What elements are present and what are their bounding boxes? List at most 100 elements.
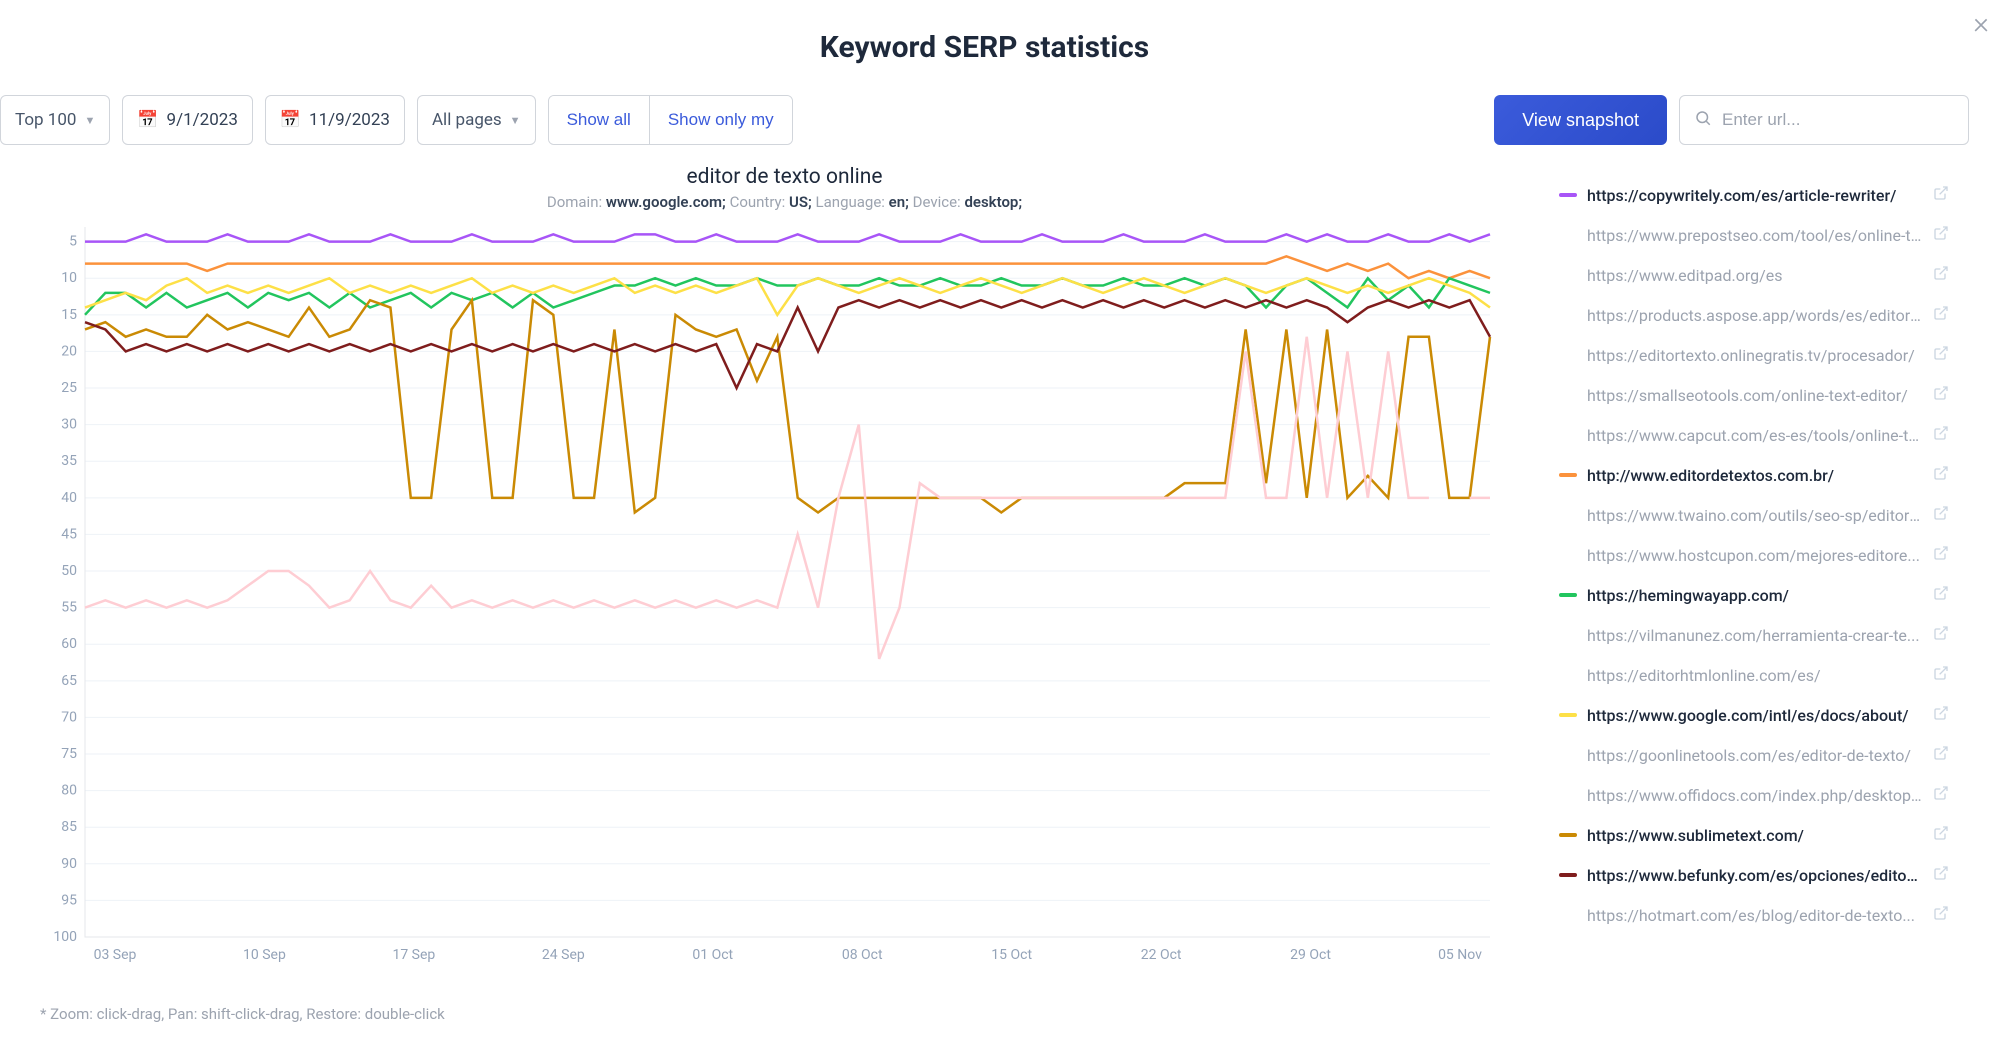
show-all-button[interactable]: Show all <box>549 96 649 144</box>
external-link-icon[interactable] <box>1933 705 1949 725</box>
search-input[interactable] <box>1722 110 1954 130</box>
legend-item[interactable]: https://www.prepostseo.com/tool/es/onlin… <box>1559 215 1949 255</box>
legend-item[interactable]: https://vilmanunez.com/herramienta-crear… <box>1559 615 1949 655</box>
chart-meta: Domain: www.google.com; Country: US; Lan… <box>30 193 1539 211</box>
legend-item[interactable]: https://editorhtmlonline.com/es/ <box>1559 655 1949 695</box>
legend-item[interactable]: https://goonlinetools.com/es/editor-de-t… <box>1559 735 1949 775</box>
svg-text:20: 20 <box>61 343 77 359</box>
search-box[interactable] <box>1679 95 1969 145</box>
serp-chart[interactable]: 5101520253035404550556065707580859095100… <box>30 217 1500 997</box>
top-select[interactable]: Top 100 ▼ <box>0 95 110 145</box>
legend-item[interactable]: https://www.capcut.com/es-es/tools/onlin… <box>1559 415 1949 455</box>
chart-keyword: editor de texto online <box>30 165 1539 189</box>
chevron-down-icon: ▼ <box>510 114 521 127</box>
external-link-icon[interactable] <box>1933 425 1949 445</box>
pages-select[interactable]: All pages ▼ <box>417 95 536 145</box>
legend-item[interactable]: http://www.editordetextos.com.br/ <box>1559 455 1949 495</box>
legend-url: https://products.aspose.app/words/es/edi… <box>1587 306 1923 325</box>
external-link-icon[interactable] <box>1933 865 1949 885</box>
svg-text:05 Nov: 05 Nov <box>1438 947 1482 963</box>
calendar-icon: 📅 <box>137 110 158 130</box>
legend-url: https://www.capcut.com/es-es/tools/onlin… <box>1587 426 1923 445</box>
series-copywritely[interactable] <box>85 234 1490 241</box>
external-link-icon[interactable] <box>1933 185 1949 205</box>
legend-item[interactable]: https://www.hostcupon.com/mejores-editor… <box>1559 535 1949 575</box>
legend-item[interactable]: https://hotmart.com/es/blog/editor-de-te… <box>1559 895 1949 925</box>
series-hemingway[interactable] <box>85 278 1490 315</box>
legend-item[interactable]: https://www.editpad.org/es <box>1559 255 1949 295</box>
show-my-button[interactable]: Show only my <box>649 96 792 144</box>
legend-item[interactable]: https://www.offidocs.com/index.php/deskt… <box>1559 775 1949 815</box>
svg-text:15 Oct: 15 Oct <box>991 947 1032 963</box>
legend-item[interactable]: https://www.befunky.com/es/opciones/edit… <box>1559 855 1949 895</box>
external-link-icon[interactable] <box>1933 665 1949 685</box>
legend-item[interactable]: https://www.sublimetext.com/ <box>1559 815 1949 855</box>
external-link-icon[interactable] <box>1933 505 1949 525</box>
svg-text:08 Oct: 08 Oct <box>842 947 883 963</box>
legend-item[interactable]: https://products.aspose.app/words/es/edi… <box>1559 295 1949 335</box>
legend-item[interactable]: https://editortexto.onlinegratis.tv/proc… <box>1559 335 1949 375</box>
legend-url: https://www.google.com/intl/es/docs/abou… <box>1587 706 1923 725</box>
legend-url: https://www.offidocs.com/index.php/deskt… <box>1587 786 1923 805</box>
legend-url: https://www.hostcupon.com/mejores-editor… <box>1587 546 1923 565</box>
external-link-icon[interactable] <box>1933 265 1949 285</box>
svg-text:5: 5 <box>69 234 77 250</box>
legend-item[interactable]: https://smallseotools.com/online-text-ed… <box>1559 375 1949 415</box>
external-link-icon[interactable] <box>1933 225 1949 245</box>
legend-swatch <box>1559 713 1577 717</box>
legend-url: https://editortexto.onlinegratis.tv/proc… <box>1587 346 1923 365</box>
top-select-label: Top 100 <box>15 110 76 130</box>
legend-item[interactable]: https://copywritely.com/es/article-rewri… <box>1559 175 1949 215</box>
svg-text:22 Oct: 22 Oct <box>1141 947 1182 963</box>
svg-text:10: 10 <box>61 270 77 286</box>
external-link-icon[interactable] <box>1933 625 1949 645</box>
svg-text:10 Sep: 10 Sep <box>243 947 286 963</box>
svg-text:100: 100 <box>53 929 77 945</box>
external-link-icon[interactable] <box>1933 305 1949 325</box>
search-icon <box>1694 109 1712 131</box>
svg-text:50: 50 <box>61 563 77 579</box>
legend-swatch <box>1559 833 1577 837</box>
svg-text:55: 55 <box>61 600 77 616</box>
external-link-icon[interactable] <box>1933 785 1949 805</box>
svg-text:15: 15 <box>61 307 77 323</box>
date-to[interactable]: 📅 11/9/2023 <box>265 95 405 145</box>
svg-text:03 Sep: 03 Sep <box>94 947 137 963</box>
svg-text:29 Oct: 29 Oct <box>1290 947 1331 963</box>
close-icon[interactable]: × <box>1973 6 1989 41</box>
legend-swatch <box>1559 593 1577 597</box>
external-link-icon[interactable] <box>1933 465 1949 485</box>
view-snapshot-button[interactable]: View snapshot <box>1494 95 1667 145</box>
external-link-icon[interactable] <box>1933 585 1949 605</box>
svg-text:45: 45 <box>61 526 77 542</box>
legend-url: https://www.befunky.com/es/opciones/edit… <box>1587 866 1923 885</box>
external-link-icon[interactable] <box>1933 345 1949 365</box>
svg-text:90: 90 <box>61 856 77 872</box>
svg-text:70: 70 <box>61 709 77 725</box>
legend-url: https://copywritely.com/es/article-rewri… <box>1587 186 1923 205</box>
legend-item[interactable]: https://www.twaino.com/outils/seo-sp/edi… <box>1559 495 1949 535</box>
legend-swatch <box>1559 193 1577 197</box>
legend-url: https://vilmanunez.com/herramienta-crear… <box>1587 626 1923 645</box>
show-toggle: Show all Show only my <box>548 95 793 145</box>
svg-text:24 Sep: 24 Sep <box>542 947 585 963</box>
date-to-value: 11/9/2023 <box>309 110 390 130</box>
legend-url: https://www.editpad.org/es <box>1587 266 1923 285</box>
external-link-icon[interactable] <box>1933 825 1949 845</box>
legend-url: https://goonlinetools.com/es/editor-de-t… <box>1587 746 1923 765</box>
external-link-icon[interactable] <box>1933 545 1949 565</box>
legend-url: https://www.sublimetext.com/ <box>1587 826 1923 845</box>
legend: https://copywritely.com/es/article-rewri… <box>1539 165 1969 925</box>
legend-url: https://smallseotools.com/online-text-ed… <box>1587 386 1923 405</box>
date-from[interactable]: 📅 9/1/2023 <box>122 95 253 145</box>
external-link-icon[interactable] <box>1933 385 1949 405</box>
svg-text:65: 65 <box>61 673 77 689</box>
series-editordetextos[interactable] <box>85 256 1490 278</box>
legend-item[interactable]: https://www.google.com/intl/es/docs/abou… <box>1559 695 1949 735</box>
external-link-icon[interactable] <box>1933 905 1949 925</box>
legend-item[interactable]: https://hemingwayapp.com/ <box>1559 575 1949 615</box>
svg-text:60: 60 <box>61 636 77 652</box>
svg-text:30: 30 <box>61 417 77 433</box>
legend-url: https://hotmart.com/es/blog/editor-de-te… <box>1587 906 1923 925</box>
external-link-icon[interactable] <box>1933 745 1949 765</box>
